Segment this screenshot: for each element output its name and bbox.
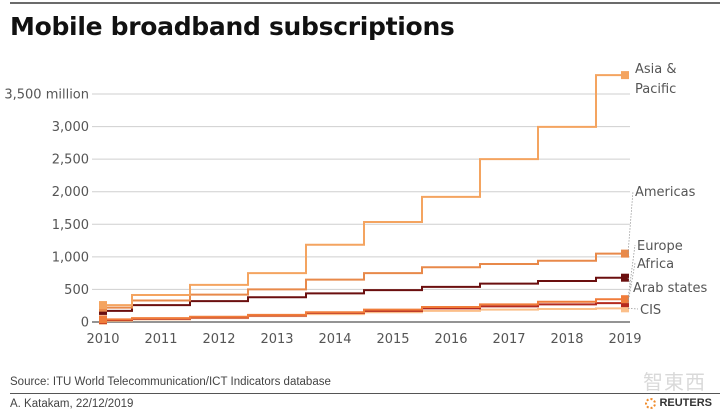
x-tick-label: 2018	[550, 332, 583, 347]
y-tick-label: 3,500 million	[4, 88, 89, 103]
x-tick-label: 2010	[86, 332, 119, 347]
x-axis-ticks: 2010 2011 2012 2013 2014 2015 2016 2017 2018 2019	[86, 332, 641, 347]
x-tick-label: 2011	[144, 332, 177, 347]
start-marker	[99, 301, 107, 310]
series-label: Africa	[637, 257, 674, 272]
chart: 0 500 1,000 1,500 2,000 2,500 3,000 3,500 milli…	[4, 62, 708, 347]
source-note: Source: ITU World Telecommunication/ICT …	[10, 376, 331, 388]
y-tick-label: 2,000	[52, 185, 89, 200]
series-line-arab-states	[103, 276, 625, 312]
x-tick-label: 2014	[318, 332, 351, 347]
series-line-europe	[103, 298, 625, 321]
x-tick-label: 2019	[608, 332, 641, 347]
end-marker	[621, 295, 629, 304]
end-marker	[621, 71, 629, 80]
y-tick-label: 3,000	[52, 120, 89, 135]
end-marker	[621, 304, 629, 313]
gridlines	[92, 93, 630, 323]
series-lines	[99, 71, 629, 325]
y-tick-label: 1,500	[52, 218, 89, 233]
watermark: 智東西	[643, 370, 706, 394]
series-label: Americas	[635, 185, 696, 200]
x-tick-label: 2015	[376, 332, 409, 347]
x-tick-label: 2016	[434, 332, 467, 347]
series-labels: Asia & Pacific Americas Europe Africa Arab st…	[633, 62, 708, 318]
y-tick-label: 1,000	[52, 250, 89, 265]
chart-title: Mobile broadband subscriptions	[10, 12, 455, 41]
series-label: Asia &	[635, 62, 677, 77]
end-marker	[621, 273, 629, 282]
reuters-label: REUTERS	[659, 397, 712, 409]
reuters-logo-icon	[645, 397, 657, 409]
label-leaders	[627, 190, 639, 310]
series-label: Europe	[637, 239, 683, 254]
top-rule	[10, 2, 720, 4]
series-line-asia-pacific	[103, 74, 625, 307]
end-marker	[621, 249, 629, 258]
bottom-rule	[10, 393, 720, 394]
series-line-americas	[103, 252, 625, 309]
byline: A. Katakam, 22/12/2019	[10, 398, 134, 410]
leader-line	[627, 244, 636, 300]
start-marker	[99, 315, 107, 324]
leader-line	[627, 190, 634, 254]
series-label: Pacific	[635, 82, 676, 97]
y-tick-label: 0	[81, 316, 89, 331]
y-axis-ticks: 0 500 1,000 1,500 2,000 2,500 3,000 3,500 milli…	[4, 88, 89, 331]
y-tick-label: 500	[64, 283, 89, 298]
leader-line	[627, 277, 632, 288]
reuters-brand: REUTERS	[645, 397, 712, 409]
leader-line	[627, 262, 636, 304]
x-tick-label: 2012	[202, 332, 235, 347]
leader-line	[627, 307, 639, 310]
y-tick-label: 2,500	[52, 153, 89, 168]
x-tick-label: 2013	[260, 332, 293, 347]
series-label: Arab states	[633, 281, 708, 296]
x-tick-label: 2017	[492, 332, 525, 347]
series-label: CIS	[640, 303, 661, 318]
